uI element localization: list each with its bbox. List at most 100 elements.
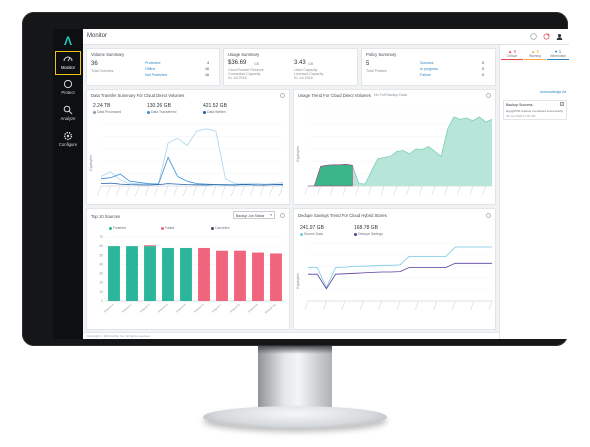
notification-bell-icon[interactable] — [543, 33, 550, 40]
y-axis-label: Gigabytes — [296, 146, 300, 162]
x-tick-label — [396, 300, 401, 311]
card-settings-icon[interactable] — [486, 213, 491, 218]
footer: Copyright © 2018 Actifio Inc. All rights… — [83, 332, 499, 339]
usage-left-label2: Connected Capacity — [228, 72, 261, 76]
legend-label: Finished — [113, 226, 126, 230]
x-tick-label — [368, 185, 372, 196]
sidebar: Λ Monitor Protect Analyze — [53, 29, 83, 339]
policy-failure-link[interactable]: Failure — [420, 73, 431, 77]
alert-text: app@9701 backup completed successfully — [506, 109, 563, 113]
card-title: Data Transfer Summary For Cloud Direct V… — [91, 93, 185, 98]
alert-warning-icon: ▲ 0 — [530, 49, 540, 54]
dedupe-trend-chart: Gigabytes — [296, 242, 493, 311]
x-tick-label: Source 8 — [229, 302, 241, 313]
legend-data-transferred: Data Transferred — [147, 110, 176, 114]
dropdown-selected-value: Backup Job Status — [236, 213, 265, 218]
usage-right-value: 3.43 — [294, 60, 306, 66]
y-tick-label: 70 — [99, 235, 103, 239]
sidebar-item-label: Configure — [58, 142, 78, 147]
user-avatar-icon[interactable] — [556, 33, 563, 40]
policy-failure-count: 0 — [482, 73, 484, 77]
x-tick-label: Source 10 — [264, 302, 277, 314]
policy-success-link[interactable]: Success — [420, 61, 434, 65]
x-tick-label — [173, 185, 178, 197]
card-settings-icon[interactable] — [280, 93, 285, 98]
bar-failed — [252, 252, 264, 301]
card-title: Volume Summary — [91, 52, 125, 57]
help-icon[interactable] — [530, 33, 537, 40]
usage-right-label3: 01 Jul 2018 — [294, 76, 313, 80]
x-tick-label — [415, 300, 419, 311]
legend-source-data: Source Data — [300, 232, 323, 236]
usage-left-unit: GB — [254, 62, 260, 66]
job-status-dropdown[interactable]: Backup Job Status ▾ — [233, 211, 275, 219]
x-tick-label — [163, 185, 169, 197]
top-sources-chart: 0 10 20 30 40 50 60 70 Source 1 Source 2 Source 3 S… — [99, 235, 285, 315]
tab-information[interactable]: ● 1 Information — [547, 48, 569, 60]
x-tick-label: Source 2 — [121, 302, 133, 313]
volume-offline-link[interactable]: Offline — [145, 67, 156, 71]
alert-time: 30-Jul-2018 01:20 AM — [506, 114, 536, 118]
x-tick-label — [278, 185, 284, 197]
data-transferred-line — [100, 156, 284, 186]
data-written-line — [100, 182, 284, 186]
y-tick-label: 50 — [99, 253, 103, 257]
x-tick-label — [341, 300, 346, 311]
x-tick-label — [433, 300, 438, 311]
x-tick-label — [269, 185, 274, 197]
volume-total-label: Total Volumes — [91, 69, 114, 73]
bar-finished — [144, 246, 156, 301]
chevron-down-icon: ▾ — [270, 213, 272, 217]
legend-dedupe-savings: Dedupe Savings — [354, 232, 383, 236]
sidebar-item-monitor[interactable]: Monitor — [55, 51, 81, 75]
x-tick-label — [444, 185, 448, 196]
y-tick-label: 40 — [99, 262, 103, 266]
alert-title: Backup Success — [506, 103, 533, 107]
volume-not-protected-link[interactable]: Not Protected — [145, 73, 167, 77]
tab-warning[interactable]: ▲ 0 Warning — [524, 48, 546, 60]
bar-failed — [198, 247, 210, 301]
data-written-value: 421.52 GB — [203, 103, 227, 109]
legend-label: Source Data — [304, 232, 323, 236]
dismiss-alert-icon[interactable]: × — [560, 102, 564, 106]
volume-summary-card: Volume Summary 36 Total Volumes Protecte… — [86, 48, 220, 86]
usage-trend-chart: Gigabytes — [296, 111, 493, 196]
x-tick-label — [406, 185, 410, 196]
usage-trend-subtitle: No Full Backup Data — [374, 93, 407, 97]
usage-right-label2: Licensed Capacity — [294, 72, 324, 76]
volume-protected-count: 4 — [207, 61, 209, 65]
acknowledge-all-link[interactable]: Acknowledge All — [540, 90, 567, 94]
bar-failed — [216, 250, 228, 301]
sidebar-item-analyze[interactable]: Analyze — [55, 103, 81, 127]
legend-label: Data Processed — [97, 110, 122, 114]
card-settings-icon[interactable] — [486, 93, 491, 98]
y-tick-label: 20 — [99, 281, 103, 285]
x-tick-label — [323, 300, 327, 311]
tab-label: Critical — [507, 54, 517, 58]
alert-item[interactable]: Backup Success × app@9701 backup complet… — [503, 100, 567, 120]
monitor-stand-neck — [258, 346, 332, 408]
sidebar-item-protect[interactable]: Protect — [55, 77, 81, 101]
policy-in-progress-link[interactable]: In progress — [420, 67, 438, 71]
legend-failed: Failed — [161, 226, 174, 230]
x-tick-label — [240, 185, 245, 197]
usage-area-segment — [308, 163, 353, 187]
info-count: 1 — [558, 49, 562, 54]
tab-critical[interactable]: ▲ 0 Critical — [501, 48, 523, 60]
page-title: Monitor — [87, 33, 108, 39]
usage-summary-card: Usage Summary $36.69 GB Cloud Bucket Res… — [223, 48, 358, 86]
warning-count: 0 — [536, 49, 540, 54]
alert-critical-icon: ▲ 0 — [507, 49, 517, 54]
card-settings-icon[interactable] — [280, 213, 285, 218]
policy-in-progress-count: 0 — [482, 67, 484, 71]
tab-label: Information — [550, 54, 566, 58]
volume-protected-link[interactable]: Protected — [145, 61, 161, 65]
x-tick-label — [125, 185, 130, 197]
x-tick-label — [202, 185, 207, 197]
data-processed-line — [100, 128, 284, 185]
x-tick-label — [317, 185, 321, 196]
sidebar-item-configure[interactable]: Configure — [55, 129, 81, 153]
volume-not-protected-count: 16 — [205, 73, 209, 77]
x-tick-label — [380, 185, 385, 196]
policy-total-label: Total Policies — [366, 69, 387, 73]
